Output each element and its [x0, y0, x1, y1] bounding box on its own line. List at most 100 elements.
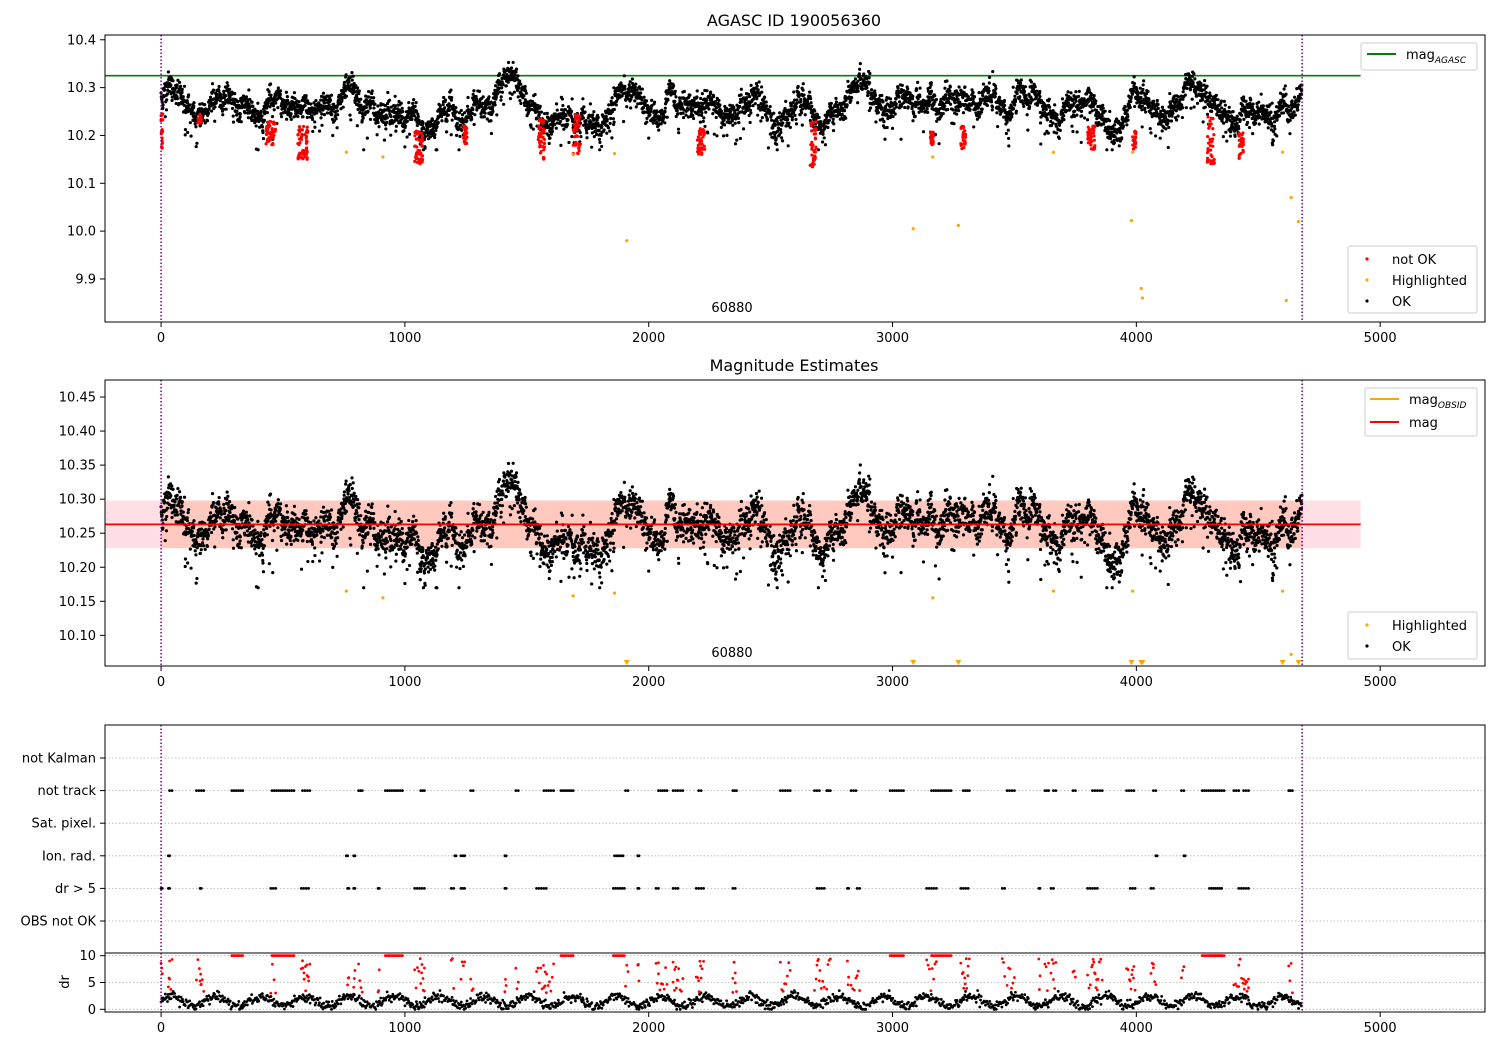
- ok-point: [261, 130, 265, 135]
- ok-point: [570, 134, 574, 139]
- ok-point: [394, 124, 398, 128]
- ok-point: [840, 112, 844, 117]
- ok-point: [951, 108, 955, 112]
- ok-point: [1160, 129, 1164, 133]
- ok-point: [263, 110, 267, 114]
- ok-point: [1021, 102, 1025, 106]
- ok-point: [699, 96, 703, 101]
- ok-point: [214, 101, 218, 105]
- ok-point: [180, 90, 184, 94]
- ok-point: [1079, 109, 1084, 113]
- ok-point: [955, 112, 959, 116]
- ok-point: [590, 145, 594, 149]
- ok-point: [788, 125, 792, 129]
- ok-point: [800, 107, 805, 111]
- ok-point: [784, 99, 788, 104]
- not-ok-point: [420, 154, 425, 158]
- ok-point: [477, 89, 482, 93]
- ok-point: [217, 89, 221, 93]
- ok-point: [482, 115, 486, 119]
- ok-point: [641, 105, 645, 110]
- ok-point: [1010, 112, 1014, 116]
- ok-point: [284, 105, 288, 109]
- ok-point: [622, 74, 626, 78]
- ok-point: [882, 120, 886, 124]
- ok-point: [725, 133, 729, 138]
- ok-point: [190, 108, 194, 112]
- ok-point: [454, 110, 458, 114]
- not-ok-point: [577, 142, 581, 146]
- ok-point: [1043, 132, 1047, 136]
- ok-point: [1141, 87, 1145, 92]
- ok-point: [265, 111, 269, 115]
- ok-point: [994, 91, 998, 96]
- ok-point: [1170, 114, 1174, 118]
- ok-point: [749, 111, 753, 115]
- ok-point: [368, 117, 373, 121]
- ok-point: [248, 97, 252, 102]
- ok-point: [474, 97, 479, 101]
- ok-point: [1156, 106, 1160, 111]
- ok-point: [1083, 116, 1087, 120]
- ok-point: [465, 104, 470, 108]
- ok-point: [267, 90, 271, 94]
- ok-point: [1296, 103, 1300, 107]
- ok-point: [160, 97, 164, 101]
- ok-point: [366, 89, 371, 94]
- not-ok-point: [463, 141, 467, 146]
- ok-point: [224, 94, 228, 98]
- ok-point: [1199, 84, 1203, 88]
- ok-point: [322, 112, 327, 117]
- ok-point: [383, 103, 387, 108]
- ok-point: [489, 119, 493, 123]
- ok-point: [1132, 75, 1136, 79]
- ok-point: [588, 102, 593, 106]
- ok-point: [786, 117, 790, 122]
- ok-point: [1103, 109, 1107, 113]
- ok-point: [1022, 104, 1026, 108]
- ok-point: [1181, 90, 1185, 94]
- ok-point: [235, 109, 239, 113]
- ok-point: [966, 95, 970, 99]
- ok-point: [373, 102, 377, 106]
- ok-point: [347, 80, 351, 84]
- ok-point: [900, 83, 904, 87]
- ok-point: [470, 117, 474, 121]
- ok-point: [182, 84, 187, 88]
- ok-point: [375, 133, 379, 137]
- ok-point: [289, 112, 293, 116]
- ok-point: [987, 75, 992, 79]
- ok-point: [1233, 134, 1237, 138]
- ok-point: [353, 90, 357, 94]
- ok-point: [755, 84, 759, 88]
- not-ok-point: [573, 126, 577, 130]
- ok-point: [1174, 118, 1179, 122]
- ok-point: [385, 115, 389, 119]
- ok-point: [276, 106, 280, 110]
- ok-point: [405, 135, 409, 139]
- ok-point: [506, 80, 510, 84]
- ok-point: [1013, 94, 1017, 98]
- ok-point: [218, 99, 222, 103]
- ok-point: [560, 108, 564, 112]
- ok-point: [633, 85, 637, 89]
- ok-point: [794, 122, 799, 126]
- ok-point: [252, 113, 257, 117]
- ok-point: [399, 101, 403, 105]
- ok-point: [519, 82, 523, 86]
- ok-point: [192, 101, 196, 105]
- not-ok-point: [542, 148, 546, 152]
- not-ok-point: [304, 139, 309, 143]
- ok-point: [438, 104, 442, 108]
- ok-point: [449, 88, 453, 92]
- ok-point: [881, 100, 885, 104]
- ok-point: [471, 107, 475, 112]
- ok-point: [1076, 94, 1081, 99]
- ok-point: [832, 122, 836, 126]
- ok-point: [1112, 141, 1116, 145]
- ok-point: [760, 115, 764, 120]
- not-ok-point: [696, 143, 700, 147]
- not-ok-point: [272, 122, 276, 126]
- ok-point: [994, 86, 998, 91]
- ok-point: [1014, 98, 1018, 102]
